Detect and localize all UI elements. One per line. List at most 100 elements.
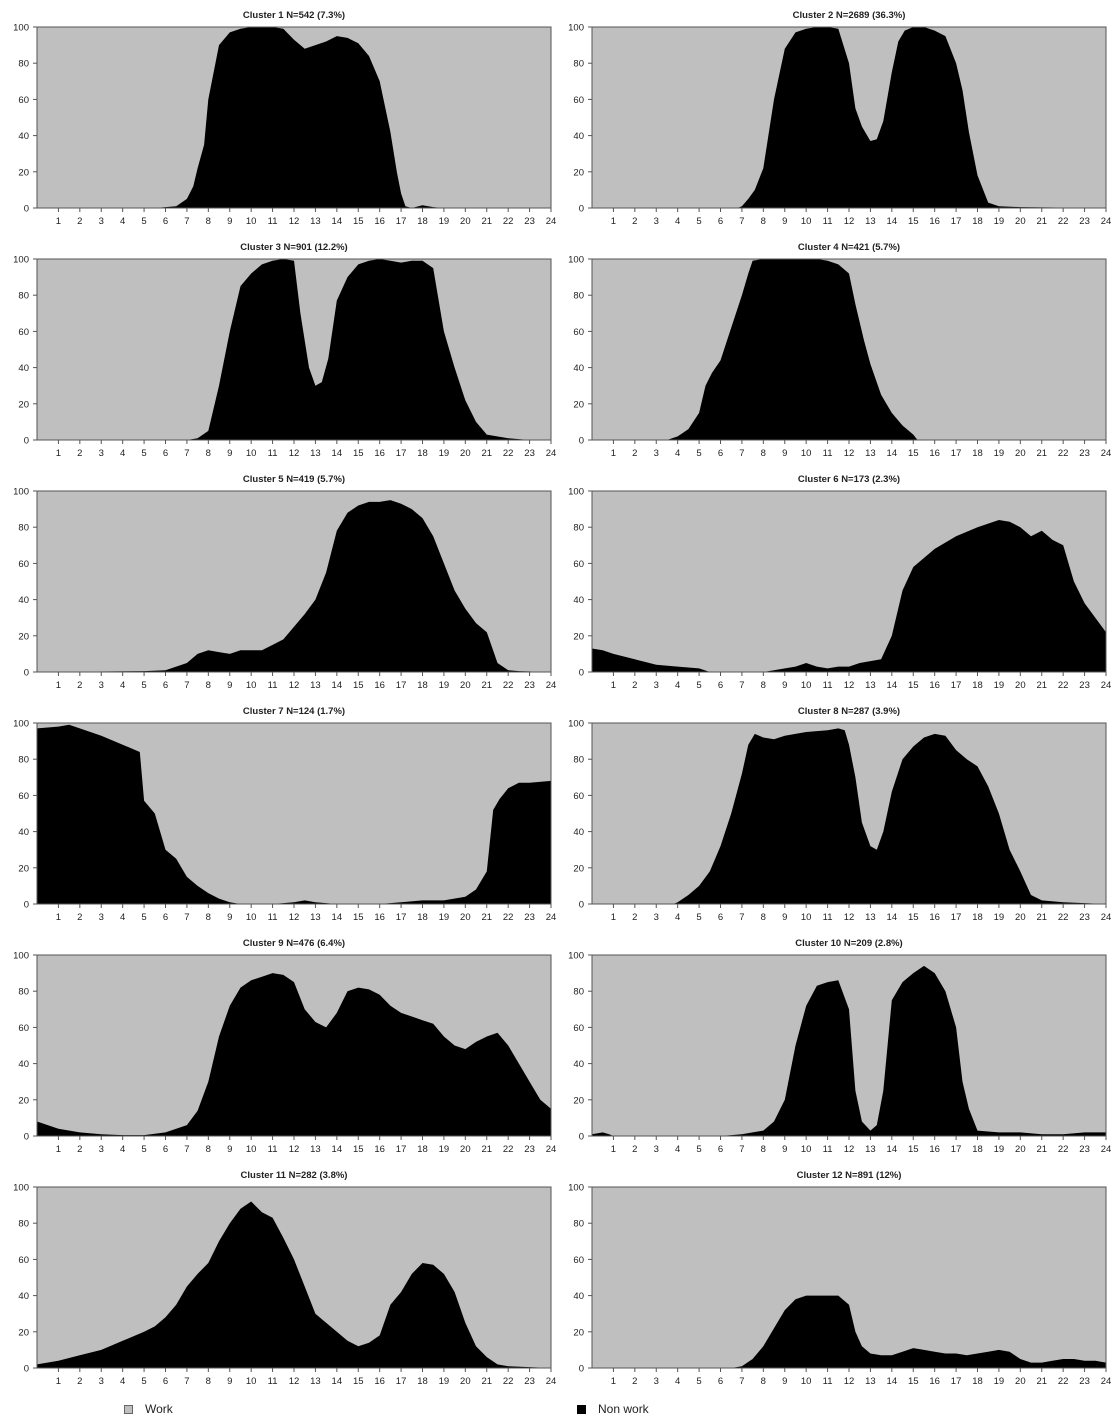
x-tick-label-cluster-1: 9 (227, 216, 232, 227)
x-tick-label-cluster-7: 22 (503, 912, 514, 923)
x-tick-label-cluster-3: 18 (417, 448, 428, 459)
x-tick-label-cluster-10: 17 (951, 1144, 962, 1155)
x-tick-label-cluster-5: 18 (417, 680, 428, 691)
x-tick-label-cluster-10: 18 (972, 1144, 983, 1155)
x-tick-label-cluster-11: 1 (56, 1376, 61, 1387)
x-tick-label-cluster-3: 8 (206, 448, 211, 459)
y-tick-label-cluster-10: 40 (573, 1059, 584, 1070)
x-tick-label-cluster-10: 23 (1079, 1144, 1090, 1155)
x-tick-label-cluster-5: 1 (56, 680, 61, 691)
y-tick-label-cluster-3: 20 (18, 399, 29, 410)
x-tick-label-cluster-1: 18 (417, 216, 428, 227)
y-tick-label-cluster-12: 20 (573, 1327, 584, 1338)
x-tick-label-cluster-4: 12 (844, 448, 855, 459)
y-tick-label-cluster-4: 60 (573, 327, 584, 338)
x-tick-label-cluster-4: 11 (823, 448, 833, 459)
x-tick-label-cluster-12: 24 (1101, 1376, 1112, 1387)
x-tick-label-cluster-2: 2 (632, 216, 637, 227)
chart-title-cluster-3: Cluster 3 N=901 (12.2%) (240, 242, 347, 253)
x-tick-label-cluster-9: 15 (353, 1144, 364, 1155)
y-tick-label-cluster-8: 80 (573, 755, 584, 766)
x-tick-label-cluster-5: 11 (268, 680, 278, 691)
x-tick-label-cluster-10: 20 (1015, 1144, 1026, 1155)
y-tick-label-cluster-1: 40 (18, 131, 29, 142)
x-tick-label-cluster-1: 2 (77, 216, 82, 227)
x-tick-label-cluster-3: 24 (546, 448, 557, 459)
x-tick-label-cluster-5: 19 (439, 680, 450, 691)
x-tick-label-cluster-12: 1 (611, 1376, 616, 1387)
nonwork-area-cluster-11 (37, 1201, 551, 1368)
y-tick-label-cluster-2: 0 (579, 204, 584, 215)
x-tick-label-cluster-8: 13 (865, 912, 876, 923)
x-tick-label-cluster-9: 17 (396, 1144, 407, 1155)
x-tick-label-cluster-3: 17 (396, 448, 407, 459)
x-tick-label-cluster-6: 22 (1058, 680, 1069, 691)
x-tick-label-cluster-9: 13 (310, 1144, 321, 1155)
x-tick-label-cluster-4: 3 (654, 448, 659, 459)
x-tick-label-cluster-1: 19 (439, 216, 450, 227)
x-tick-label-cluster-11: 7 (184, 1376, 189, 1387)
chart-title-cluster-8: Cluster 8 N=287 (3.9%) (798, 706, 900, 717)
x-tick-label-cluster-7: 12 (289, 912, 300, 923)
x-tick-label-cluster-11: 8 (206, 1376, 211, 1387)
x-tick-label-cluster-11: 23 (524, 1376, 535, 1387)
x-tick-label-cluster-7: 11 (268, 912, 278, 923)
y-tick-label-cluster-6: 0 (579, 668, 584, 679)
y-tick-label-cluster-12: 0 (579, 1364, 584, 1375)
x-tick-label-cluster-6: 2 (632, 680, 637, 691)
y-tick-label-cluster-9: 0 (24, 1132, 29, 1143)
y-tick-label-cluster-3: 0 (24, 436, 29, 447)
y-tick-label-cluster-9: 60 (18, 1023, 29, 1034)
y-tick-label-cluster-10: 80 (573, 987, 584, 998)
x-tick-label-cluster-2: 13 (865, 216, 876, 227)
x-tick-label-cluster-5: 15 (353, 680, 364, 691)
x-tick-label-cluster-4: 10 (801, 448, 812, 459)
x-tick-label-cluster-9: 9 (227, 1144, 232, 1155)
x-tick-label-cluster-11: 10 (246, 1376, 257, 1387)
x-tick-label-cluster-12: 6 (718, 1376, 723, 1387)
y-tick-label-cluster-8: 40 (573, 827, 584, 838)
x-tick-label-cluster-9: 5 (141, 1144, 146, 1155)
x-tick-label-cluster-10: 9 (782, 1144, 787, 1155)
x-tick-label-cluster-11: 6 (163, 1376, 168, 1387)
x-tick-label-cluster-12: 20 (1015, 1376, 1026, 1387)
x-tick-label-cluster-1: 5 (141, 216, 146, 227)
x-tick-label-cluster-12: 7 (739, 1376, 744, 1387)
x-tick-label-cluster-10: 15 (908, 1144, 919, 1155)
x-tick-label-cluster-12: 5 (696, 1376, 701, 1387)
x-tick-label-cluster-11: 5 (141, 1376, 146, 1387)
x-tick-label-cluster-8: 2 (632, 912, 637, 923)
legend-work-swatch (124, 1404, 133, 1414)
x-tick-label-cluster-11: 2 (77, 1376, 82, 1387)
x-tick-label-cluster-5: 21 (481, 680, 492, 691)
x-tick-label-cluster-7: 17 (396, 912, 407, 923)
x-tick-label-cluster-9: 10 (246, 1144, 257, 1155)
x-tick-label-cluster-10: 11 (823, 1144, 833, 1155)
x-tick-label-cluster-3: 23 (524, 448, 535, 459)
x-tick-label-cluster-8: 18 (972, 912, 983, 923)
x-tick-label-cluster-3: 11 (268, 448, 278, 459)
x-tick-label-cluster-3: 10 (246, 448, 257, 459)
x-tick-label-cluster-8: 6 (718, 912, 723, 923)
x-tick-label-cluster-6: 3 (654, 680, 659, 691)
x-tick-label-cluster-6: 10 (801, 680, 812, 691)
x-tick-label-cluster-10: 1 (611, 1144, 616, 1155)
x-tick-label-cluster-9: 4 (120, 1144, 125, 1155)
x-tick-label-cluster-6: 24 (1101, 680, 1112, 691)
x-tick-label-cluster-2: 10 (801, 216, 812, 227)
y-tick-label-cluster-12: 40 (573, 1291, 584, 1302)
x-tick-label-cluster-3: 4 (120, 448, 125, 459)
x-tick-label-cluster-8: 9 (782, 912, 787, 923)
x-tick-label-cluster-12: 17 (951, 1376, 962, 1387)
x-tick-label-cluster-1: 20 (460, 216, 471, 227)
y-tick-label-cluster-9: 100 (13, 951, 29, 962)
x-tick-label-cluster-8: 17 (951, 912, 962, 923)
x-tick-label-cluster-11: 4 (120, 1376, 125, 1387)
x-tick-label-cluster-2: 19 (994, 216, 1005, 227)
x-tick-label-cluster-10: 16 (929, 1144, 940, 1155)
nonwork-area-cluster-8 (592, 728, 1106, 904)
chart-title-cluster-11: Cluster 11 N=282 (3.8%) (241, 1170, 348, 1181)
